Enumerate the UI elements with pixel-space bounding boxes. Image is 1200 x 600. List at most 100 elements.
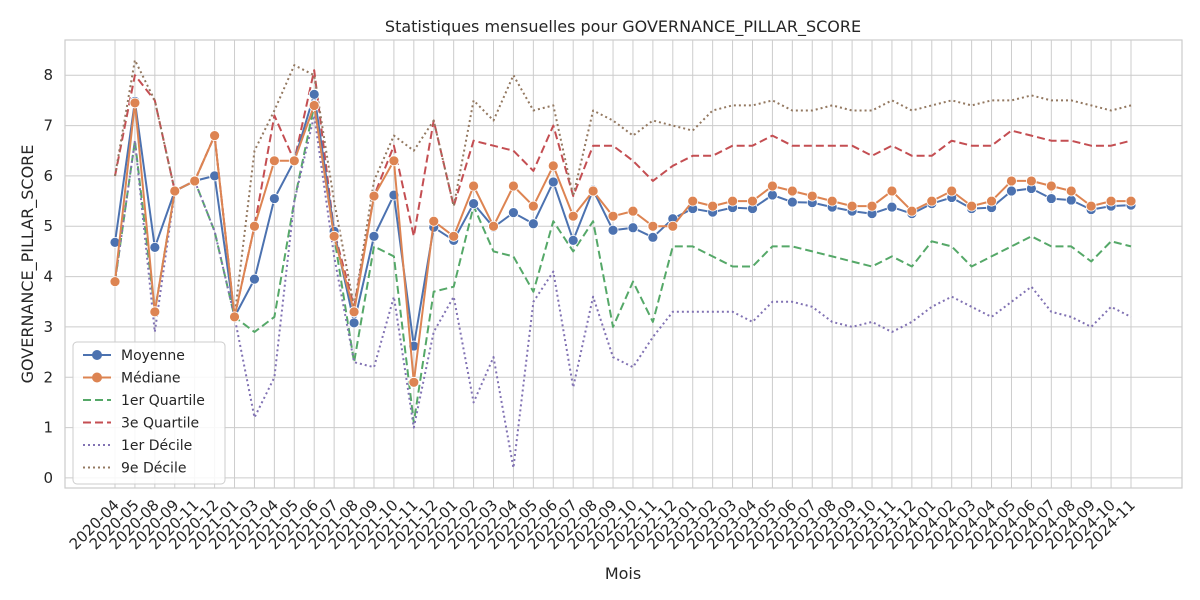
data-point bbox=[368, 230, 380, 242]
chart-title: Statistiques mensuelles pour GOVERNANCE_… bbox=[385, 17, 861, 37]
data-point bbox=[189, 175, 201, 187]
data-point bbox=[906, 205, 918, 217]
y-tick-label: 7 bbox=[43, 117, 53, 135]
data-point bbox=[1085, 200, 1097, 212]
data-point bbox=[229, 311, 240, 323]
data-point bbox=[268, 193, 280, 204]
data-point bbox=[527, 200, 539, 212]
data-point bbox=[129, 97, 141, 109]
data-point bbox=[986, 195, 997, 207]
data-point bbox=[1065, 185, 1077, 197]
data-point bbox=[249, 220, 260, 232]
series-layer bbox=[109, 59, 1137, 469]
series-line bbox=[114, 101, 1131, 384]
data-point bbox=[468, 198, 479, 209]
data-point bbox=[1006, 185, 1017, 197]
data-point bbox=[109, 276, 121, 288]
data-point bbox=[786, 196, 798, 208]
data-point bbox=[886, 201, 898, 213]
series-line bbox=[114, 114, 1132, 469]
data-point bbox=[348, 317, 360, 329]
legend-marker bbox=[92, 350, 102, 360]
legend-item: Moyenne bbox=[83, 348, 185, 364]
legend-item: 9e Décile bbox=[83, 461, 186, 477]
data-point bbox=[607, 210, 619, 222]
data-point bbox=[886, 185, 898, 197]
series-1 bbox=[109, 97, 1137, 388]
data-point bbox=[647, 220, 659, 232]
data-point bbox=[806, 190, 818, 202]
data-point bbox=[209, 130, 221, 142]
data-point bbox=[368, 190, 380, 202]
data-point bbox=[866, 200, 878, 212]
series-line bbox=[114, 104, 1132, 424]
data-point bbox=[448, 230, 460, 242]
data-point bbox=[966, 200, 978, 212]
x-axis-title: Mois bbox=[605, 564, 641, 583]
data-point bbox=[308, 100, 320, 111]
data-point bbox=[288, 155, 300, 167]
legend-marker bbox=[92, 372, 102, 383]
series-3 bbox=[114, 69, 1132, 318]
data-point bbox=[1045, 193, 1057, 204]
y-tick-label: 4 bbox=[43, 268, 53, 286]
data-point bbox=[527, 218, 539, 230]
legend-label: 9e Décile bbox=[121, 461, 186, 477]
legend-label: 3e Quartile bbox=[121, 416, 199, 432]
data-point bbox=[926, 195, 938, 207]
tick-labels: 0123456782020-042020-052020-082020-09202… bbox=[43, 66, 1138, 553]
series-line bbox=[114, 93, 1132, 347]
data-point bbox=[547, 160, 559, 172]
data-point bbox=[508, 207, 519, 219]
y-axis-title: GOVERNANCE_PILLAR_SCORE bbox=[18, 145, 38, 384]
data-point bbox=[488, 220, 499, 232]
series-4 bbox=[114, 114, 1132, 469]
data-point bbox=[826, 195, 838, 207]
data-point bbox=[607, 224, 619, 236]
legend-label: 1er Quartile bbox=[121, 393, 205, 409]
y-tick-label: 2 bbox=[43, 368, 53, 386]
data-point bbox=[1065, 194, 1077, 206]
data-point bbox=[1045, 180, 1057, 192]
data-point bbox=[647, 231, 659, 243]
legend-item: Médiane bbox=[83, 371, 181, 387]
data-point bbox=[149, 306, 161, 318]
data-point bbox=[1025, 175, 1037, 187]
data-point bbox=[1125, 195, 1137, 207]
data-point bbox=[946, 185, 958, 197]
data-point bbox=[707, 200, 719, 212]
data-point bbox=[388, 155, 400, 167]
legend-item: 1er Décile bbox=[83, 438, 192, 454]
data-point bbox=[567, 234, 579, 246]
data-point bbox=[547, 176, 559, 188]
data-point bbox=[328, 230, 340, 242]
data-point bbox=[587, 185, 599, 197]
data-point bbox=[1105, 195, 1117, 207]
y-tick-label: 5 bbox=[43, 217, 53, 235]
y-tick-label: 6 bbox=[43, 167, 53, 185]
data-point bbox=[627, 222, 639, 234]
data-point bbox=[767, 180, 778, 192]
y-tick-label: 8 bbox=[43, 66, 53, 84]
y-tick-label: 0 bbox=[43, 469, 53, 487]
data-point bbox=[1006, 175, 1017, 187]
plot-area bbox=[64, 39, 1183, 489]
data-point bbox=[747, 195, 758, 207]
data-point bbox=[786, 185, 798, 197]
legend-item: 3e Quartile bbox=[83, 416, 199, 432]
data-point bbox=[468, 180, 479, 192]
data-point bbox=[767, 189, 778, 201]
data-point bbox=[249, 273, 260, 285]
data-point bbox=[627, 205, 639, 217]
legend: Moyenne Médiane 1er Quartile 3e Quartile 1er… bbox=[72, 341, 226, 485]
series-line bbox=[114, 69, 1132, 318]
legend-label: 1er Décile bbox=[121, 438, 192, 454]
data-point bbox=[687, 195, 699, 207]
series-5 bbox=[114, 59, 1132, 318]
legend-item: 1er Quartile bbox=[83, 393, 205, 409]
legend-label: Médiane bbox=[121, 371, 181, 387]
legend-label: Moyenne bbox=[121, 348, 185, 364]
series-2 bbox=[114, 104, 1132, 424]
